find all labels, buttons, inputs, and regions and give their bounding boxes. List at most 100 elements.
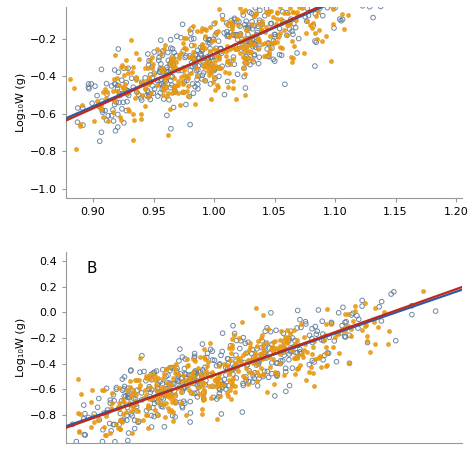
Point <box>296 316 304 323</box>
Point <box>268 370 275 377</box>
Point <box>114 123 121 131</box>
Point <box>141 85 149 93</box>
Point <box>151 85 158 93</box>
Point <box>95 416 103 424</box>
Point <box>228 22 236 29</box>
Point <box>209 356 216 364</box>
Point <box>164 49 172 56</box>
Point <box>198 46 206 54</box>
Point <box>224 61 232 68</box>
Point <box>371 318 378 326</box>
Point <box>159 380 166 388</box>
Point <box>143 407 150 415</box>
Point <box>215 83 222 91</box>
Point <box>264 326 272 333</box>
Point <box>184 362 192 369</box>
Point <box>201 356 209 363</box>
Point <box>234 45 242 53</box>
Point <box>96 137 103 145</box>
Point <box>309 19 317 27</box>
Point <box>199 72 206 79</box>
Point <box>190 41 198 49</box>
Point <box>285 0 292 8</box>
Point <box>296 361 304 368</box>
Point <box>80 415 87 423</box>
Point <box>251 52 258 60</box>
Point <box>187 69 195 77</box>
Point <box>255 34 262 42</box>
Point <box>189 63 196 70</box>
Point <box>270 381 277 388</box>
Point <box>208 368 215 376</box>
Point <box>247 35 255 42</box>
Point <box>292 349 300 356</box>
Point <box>199 340 206 348</box>
Point <box>214 46 221 54</box>
Point <box>174 372 182 380</box>
Point <box>324 349 331 356</box>
Point <box>215 64 223 72</box>
Point <box>335 309 343 317</box>
Point <box>164 372 172 379</box>
Point <box>118 375 126 383</box>
Point <box>204 39 212 46</box>
Point <box>189 48 196 55</box>
Point <box>164 131 172 139</box>
Point <box>229 31 237 38</box>
Point <box>236 22 244 30</box>
Point <box>172 398 180 406</box>
Point <box>148 394 155 402</box>
Point <box>371 316 378 323</box>
Point <box>322 363 330 370</box>
Point <box>144 50 152 58</box>
Point <box>180 71 188 78</box>
Point <box>299 353 306 361</box>
Point <box>109 106 117 114</box>
Point <box>246 39 254 46</box>
Point <box>261 350 268 357</box>
Point <box>276 359 283 367</box>
Point <box>102 86 109 93</box>
Point <box>164 392 171 400</box>
Point <box>192 67 200 74</box>
Point <box>141 386 149 394</box>
Point <box>216 386 224 394</box>
Point <box>168 81 176 89</box>
Point <box>176 399 184 406</box>
Point <box>161 41 168 49</box>
Point <box>202 35 210 43</box>
Point <box>374 324 382 331</box>
Point <box>144 64 152 72</box>
Point <box>259 311 266 319</box>
Point <box>224 46 231 54</box>
Point <box>319 318 326 325</box>
Point <box>255 18 263 26</box>
Point <box>178 402 186 410</box>
Point <box>261 343 268 351</box>
Point <box>334 329 342 337</box>
Point <box>158 80 165 88</box>
Point <box>261 28 269 36</box>
Point <box>248 18 256 26</box>
Point <box>193 377 201 384</box>
Point <box>212 376 219 384</box>
Point <box>297 320 304 328</box>
Point <box>143 392 150 399</box>
Point <box>168 73 176 80</box>
Point <box>248 39 256 46</box>
Point <box>184 71 192 79</box>
Point <box>258 337 266 345</box>
Point <box>286 329 293 337</box>
Point <box>158 85 166 93</box>
Point <box>224 355 231 363</box>
Point <box>230 31 237 39</box>
Point <box>242 373 250 381</box>
Point <box>147 89 155 96</box>
Point <box>188 371 195 379</box>
Point <box>166 59 174 66</box>
Point <box>182 370 190 378</box>
Point <box>169 392 176 400</box>
Point <box>160 400 167 408</box>
Point <box>228 383 236 390</box>
Point <box>182 382 190 389</box>
